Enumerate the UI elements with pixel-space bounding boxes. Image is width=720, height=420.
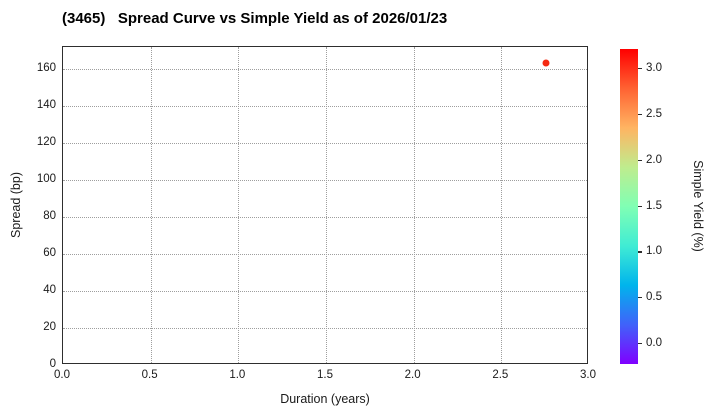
colorbar-label: Simple Yield (%)	[691, 160, 705, 252]
y-tick-label: 80	[43, 210, 56, 223]
plot-area	[62, 46, 588, 364]
y-gridline	[63, 254, 587, 256]
x-tick-label: 1.0	[229, 369, 246, 381]
y-gridline	[63, 69, 587, 71]
x-tick-label: 2.5	[492, 369, 509, 381]
colorbar-tick	[638, 297, 642, 299]
y-gridline	[63, 291, 587, 293]
colorbar-tick	[638, 342, 642, 345]
x-tick-label: 0.5	[141, 369, 158, 381]
colorbar-tick-label: 3.0	[646, 62, 662, 75]
chart-title: (3465) Spread Curve vs Simple Yield as o…	[62, 10, 448, 27]
colorbar-tick-label: 1.5	[646, 199, 662, 212]
colorbar-tick-label: 0.5	[646, 291, 662, 304]
colorbar-tick-label: 2.5	[646, 108, 662, 120]
y-tick-label: 160	[36, 62, 56, 75]
x-axis-label: Duration (years)	[280, 392, 370, 406]
x-gridline	[238, 47, 240, 363]
y-gridline	[63, 180, 587, 182]
y-tick-label: 20	[43, 321, 56, 334]
x-gridline	[326, 47, 327, 363]
x-tick-label: 0.0	[54, 369, 70, 381]
y-tick-label: 120	[36, 136, 56, 149]
colorbar-tick-label: 2.0	[646, 153, 662, 166]
colorbar-tick	[638, 159, 642, 161]
x-tick-label: 1.5	[317, 369, 333, 381]
x-gridline	[413, 47, 415, 363]
colorbar-tick	[638, 68, 642, 70]
colorbar-gradient	[620, 49, 638, 364]
colorbar-tick-label: 0.0	[646, 336, 662, 349]
y-tick-label: 40	[43, 284, 56, 297]
x-gridline	[150, 47, 152, 363]
colorbar-tick	[638, 205, 642, 207]
y-gridline	[63, 217, 587, 219]
data-point	[542, 59, 550, 67]
y-gridline	[63, 106, 587, 108]
y-tick-label: 100	[36, 173, 56, 186]
x-tick-label: 2.0	[404, 369, 421, 381]
y-gridline	[63, 143, 587, 145]
x-tick-label: 3.0	[580, 369, 596, 381]
y-tick-label: 0	[49, 358, 56, 370]
colorbar-tick-label: 1.0	[646, 245, 662, 258]
colorbar-tick	[638, 251, 642, 253]
x-gridline	[501, 47, 503, 363]
colorbar-tick	[638, 114, 642, 116]
y-tick-label: 140	[36, 99, 56, 112]
y-gridline	[63, 328, 587, 330]
y-tick-label: 60	[43, 247, 56, 260]
